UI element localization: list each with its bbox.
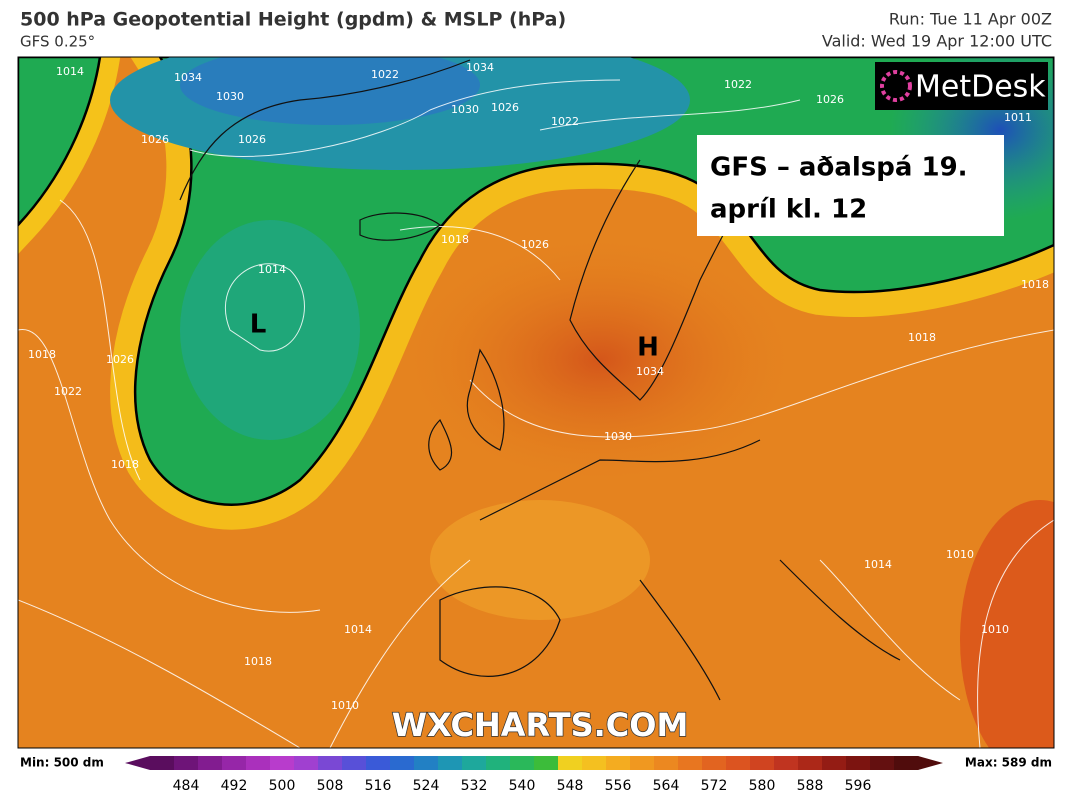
isobar-label: 1010 [981, 623, 1009, 636]
isobar-label: 1026 [238, 133, 266, 146]
colorbar-tick-label: 580 [749, 778, 776, 794]
isobar-label: 1034 [466, 61, 494, 74]
colorbar-cell [438, 756, 463, 770]
colorbar-cell [198, 756, 223, 770]
isobar-label: 1018 [908, 331, 936, 344]
isobar-label: 1018 [244, 655, 272, 668]
colorbar-tick-label: 532 [461, 778, 488, 794]
isobar-label: 1018 [111, 458, 139, 471]
isobar-label: 1014 [864, 558, 892, 571]
colorbar-end [918, 756, 943, 770]
isobar-label: 1034 [636, 365, 664, 378]
overlay-line: apríl kl. 12 [710, 195, 867, 225]
colorbar-cell [318, 756, 343, 770]
colorbar-cell [702, 756, 727, 770]
isobar-label: 1014 [258, 263, 286, 276]
isobar-label: 1022 [54, 385, 82, 398]
colorbar-cell [174, 756, 199, 770]
isobar-label: 1010 [331, 699, 359, 712]
isobar-labels: 1014 1034 1030 1026 1022 1034 1030 1026 … [28, 61, 1049, 712]
colorbar: 484 492 500 508 516 524 532 540 548 556 564 572 580 5… [125, 756, 943, 794]
colorbar-cell [774, 756, 799, 770]
isobar-label: 1030 [216, 90, 244, 103]
colorbar-max: Max: 589 dm [965, 756, 1052, 770]
watermark: WXCHARTS.COM [392, 706, 689, 744]
logo-box [875, 62, 1048, 110]
isobar-label: 1034 [174, 71, 202, 84]
isobar-label: 1018 [1021, 278, 1049, 291]
isobar-label: 1026 [521, 238, 549, 251]
colorbar-tick-label: 564 [653, 778, 680, 794]
colorbar-cell [246, 756, 271, 770]
colorbar-cell [798, 756, 823, 770]
colorbar-cell [150, 756, 175, 770]
colorbar-cell [582, 756, 607, 770]
colorbar-tick-label: 572 [701, 778, 728, 794]
colorbar-cell [366, 756, 391, 770]
overlay-box [697, 135, 1004, 236]
colorbar-cell [270, 756, 295, 770]
colorbar-cell [414, 756, 439, 770]
isobar-label: 1011 [1004, 111, 1032, 124]
colorbar-tick-label: 596 [845, 778, 872, 794]
isobar-label: 1026 [106, 353, 134, 366]
colorbar-cell [222, 756, 247, 770]
colorbar-tick-label: 516 [365, 778, 392, 794]
isobar-label: 1030 [604, 430, 632, 443]
colorbar-cell [534, 756, 559, 770]
colorbar-cell [342, 756, 367, 770]
colorbar-cell [654, 756, 679, 770]
isobar-label: 1022 [724, 78, 752, 91]
colorbar-tick-label: 540 [509, 778, 536, 794]
colorbar-tick-label: 524 [413, 778, 440, 794]
colorbar-tick-label: 500 [269, 778, 296, 794]
colorbar-cell [390, 756, 415, 770]
colorbar-cell [606, 756, 631, 770]
isobar-label: 1010 [946, 548, 974, 561]
isobar-label: 1030 [451, 103, 479, 116]
colorbar-cell [750, 756, 775, 770]
colorbar-tick-label: 556 [605, 778, 632, 794]
valid: Valid: Wed 19 Apr 12:00 UTC [822, 32, 1052, 51]
title: 500 hPa Geopotential Height (gpdm) & MSL… [20, 9, 566, 31]
colorbar-cell [894, 756, 919, 770]
logo: MetDesk [915, 70, 1046, 105]
overlay-line: GFS – aðalspá 19. [710, 153, 968, 183]
low-marker: L [250, 310, 267, 340]
run: Run: Tue 11 Apr 00Z [889, 10, 1052, 29]
high-marker: H [637, 333, 659, 363]
colorbar-cell [462, 756, 487, 770]
isobar-label: 1026 [491, 101, 519, 114]
colorbar-cell [726, 756, 751, 770]
isobar-label: 1018 [28, 348, 56, 361]
logo-icon [880, 70, 912, 102]
colorbar-cell [486, 756, 511, 770]
colorbar-tick-label: 484 [173, 778, 200, 794]
colorbar-tick-label: 492 [221, 778, 248, 794]
map-frame [17, 56, 1055, 749]
isobar-label: 1026 [141, 133, 169, 146]
colorbar-end [125, 756, 150, 770]
colorbar-cell [630, 756, 655, 770]
colorbar-cell [678, 756, 703, 770]
colorbar-cell [294, 756, 319, 770]
colorbar-min: Min: 500 dm [20, 756, 104, 770]
colorbar-tick-label: 588 [797, 778, 824, 794]
isobar-label: 1018 [441, 233, 469, 246]
isobar-label: 1026 [816, 93, 844, 106]
colorbar-cell [558, 756, 583, 770]
colorbar-tick-label: 508 [317, 778, 344, 794]
colorbar-cell [846, 756, 871, 770]
colorbar-tick-label: 548 [557, 778, 584, 794]
model: GFS 0.25° [20, 33, 95, 51]
isobar-label: 1022 [371, 68, 399, 81]
isobar-label: 1014 [56, 65, 84, 78]
isobar-label: 1014 [344, 623, 372, 636]
colorbar-cell [870, 756, 895, 770]
colorbar-cell [822, 756, 847, 770]
isobar-label: 1022 [551, 115, 579, 128]
colorbar-cell [510, 756, 535, 770]
